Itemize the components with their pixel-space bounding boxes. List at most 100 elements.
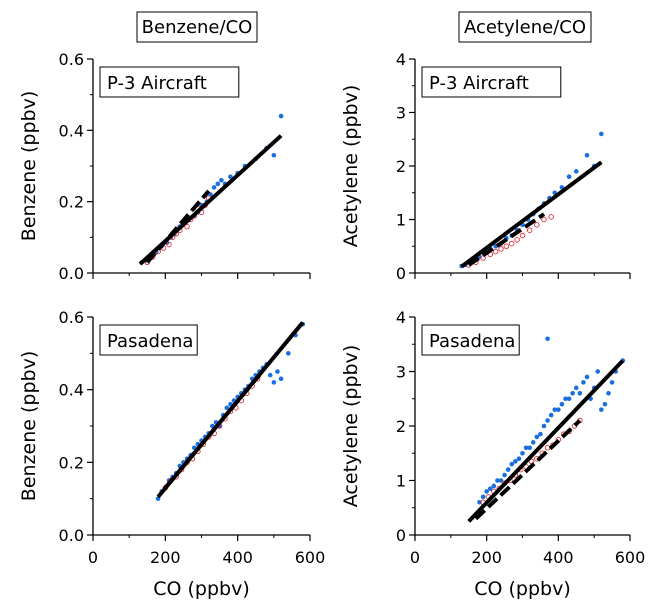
data-point-blue	[495, 478, 500, 483]
fit-line-dashed	[145, 189, 211, 264]
panel-label: Pasadena	[429, 331, 515, 352]
y-tick-label: 0.6	[59, 50, 84, 69]
data-point-blue	[538, 431, 543, 437]
data-point-blue	[211, 185, 217, 190]
y-tick-label: 0.2	[59, 193, 84, 212]
panel-label-box	[421, 324, 520, 356]
data-point-blue	[530, 440, 536, 445]
data-point-blue	[584, 153, 590, 158]
y-tick-label: 0.6	[59, 308, 84, 327]
data-point-blue	[505, 467, 511, 472]
panel-top-left: 0.0 0.2 0.4 0.6 Benzene (ppbv) P-3 Aircraft	[18, 50, 311, 283]
y-tick-label: 4	[396, 308, 406, 327]
y-axis-title: Benzene (ppbv)	[18, 351, 40, 501]
data-point-blue	[278, 113, 284, 119]
data-point-red	[184, 223, 190, 230]
data-point-red	[541, 216, 547, 223]
y-tick-label: 4	[396, 50, 406, 69]
y-axis-title: Benzene (ppbv)	[18, 91, 40, 241]
svg-text:Acetylene/CO: Acetylene/CO	[464, 17, 586, 38]
x-tick-label: 400	[543, 548, 574, 567]
svg-text:Benzene/CO: Benzene/CO	[142, 17, 253, 38]
panel-label-box	[99, 324, 198, 356]
data-point-blue	[275, 369, 280, 374]
x-tick-label: 0	[410, 548, 420, 567]
data-point-blue	[552, 407, 558, 412]
data-point-red	[509, 240, 515, 247]
panel-label: P-3 Aircraft	[429, 73, 529, 94]
fit-line-dashed	[467, 212, 546, 267]
y-tick-label: 0	[396, 526, 406, 545]
x-tick-label: 400	[222, 548, 253, 567]
data-point-red	[498, 246, 504, 252]
data-point-blue	[267, 372, 273, 378]
data-point-blue	[228, 174, 233, 179]
data-point-red	[514, 237, 520, 243]
data-point-blue	[545, 418, 550, 423]
data-point-red	[503, 243, 510, 249]
x-axis-title: CO (ppbv)	[153, 578, 250, 600]
data-point-blue	[566, 396, 572, 402]
y-tick-label: 0.4	[59, 121, 84, 140]
data-point-blue	[566, 174, 572, 179]
data-point-blue	[573, 169, 579, 174]
y-tick-label: 0	[396, 264, 406, 283]
data-point-blue	[534, 434, 540, 440]
data-point-blue	[581, 380, 586, 385]
data-point-blue	[271, 380, 277, 385]
data-point-blue	[491, 483, 497, 489]
data-point-blue	[498, 478, 504, 483]
data-point-blue	[595, 369, 601, 374]
panel-top-right: 0 1 2 3 4 Acetylene (ppbv) P-3 Aircraft	[340, 50, 631, 283]
y-tick-label: 0.0	[59, 526, 84, 545]
data-point-blue	[573, 385, 579, 391]
y-axis-title: Acetylene (ppbv)	[340, 345, 362, 507]
data-point-blue	[523, 445, 529, 451]
data-point-blue	[545, 336, 550, 342]
data-point-blue	[520, 450, 525, 456]
x-tick-label: 600	[295, 548, 326, 567]
fit-line-solid	[467, 359, 625, 523]
data-point-blue	[509, 461, 515, 467]
data-point-blue	[559, 401, 565, 407]
data-point-blue	[599, 131, 604, 137]
x-tick-label: 200	[471, 548, 502, 567]
data-point-blue	[516, 456, 522, 462]
data-point-blue	[513, 459, 518, 464]
data-point-blue	[584, 374, 590, 380]
data-point-blue	[556, 407, 561, 412]
data-point-blue	[502, 472, 507, 478]
data-point-blue	[224, 405, 230, 411]
x-tick-label: 200	[150, 548, 181, 567]
data-point-blue	[570, 391, 575, 396]
y-axis-title: Acetylene (ppbv)	[340, 85, 362, 247]
data-point-red	[519, 232, 526, 239]
data-point-blue	[484, 489, 489, 494]
data-point-blue	[215, 181, 221, 187]
column-title-benzene: Benzene/CO	[136, 11, 258, 43]
data-point-blue	[480, 494, 486, 500]
y-tick-label: 2	[396, 417, 406, 436]
y-tick-label: 0.2	[59, 453, 84, 472]
y-tick-label: 1	[396, 472, 406, 491]
data-point-blue	[278, 376, 284, 382]
y-tick-label: 1	[396, 211, 406, 230]
panel-bottom-left: 0.0 0.2 0.4 0.6 0 200 400 600 Benzene (ppbv) CO (…	[18, 308, 325, 600]
data-point-red	[544, 445, 551, 451]
data-point-red	[492, 248, 499, 255]
data-point-blue	[271, 153, 277, 158]
fit-line-dashed	[474, 419, 582, 521]
column-title-acetylene: Acetylene/CO	[458, 11, 592, 43]
data-point-blue	[563, 396, 568, 402]
y-tick-label: 3	[396, 104, 406, 123]
data-point-blue	[487, 486, 493, 491]
panel-label-box	[421, 66, 562, 98]
data-point-red	[526, 227, 533, 233]
y-tick-label: 2	[396, 157, 406, 176]
panel-bottom-right: 0 1 2 3 4 0 200 400 600 Acetylene (ppbv) CO (ppbv)…	[340, 308, 645, 600]
fit-line-dashed	[163, 373, 261, 490]
data-point-blue	[548, 412, 554, 418]
y-tick-label: 0.0	[59, 264, 84, 283]
data-point-blue	[606, 391, 611, 396]
